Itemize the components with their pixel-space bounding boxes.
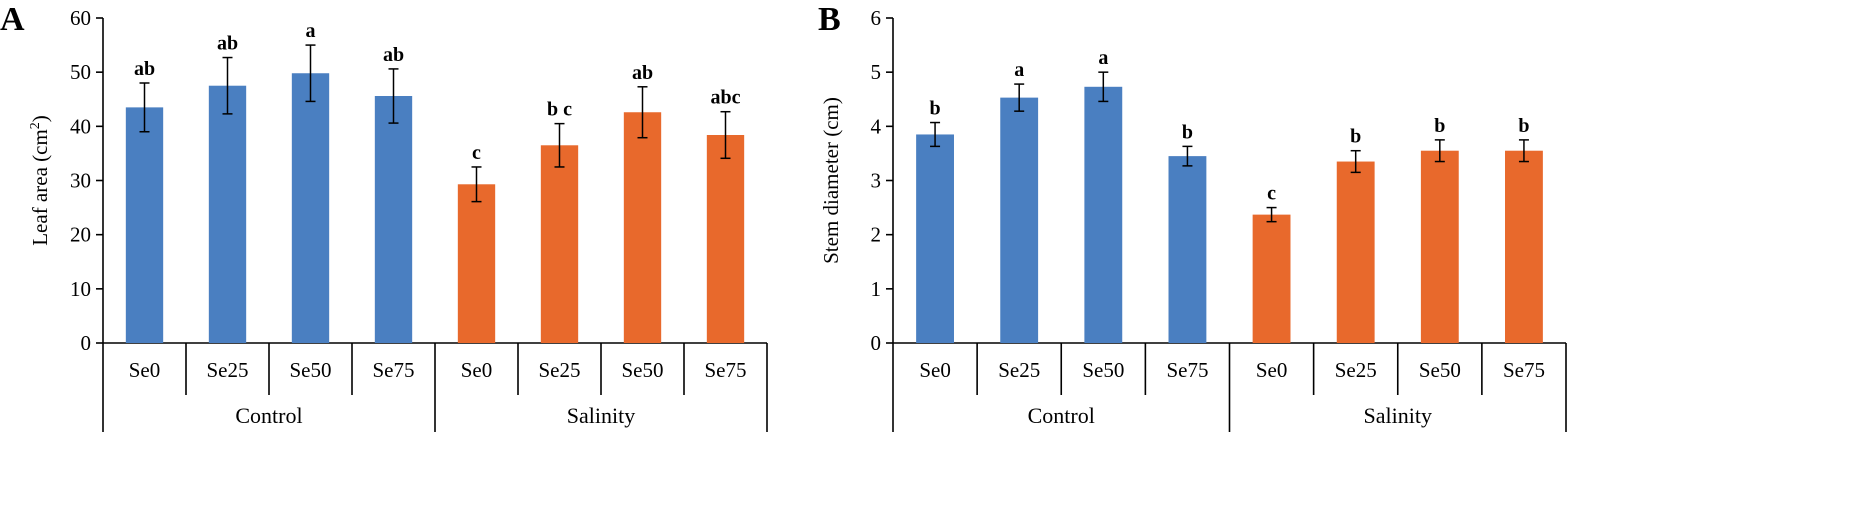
x-category-label: Se25	[539, 358, 581, 382]
x-category-label: Se50	[622, 358, 664, 382]
bar	[1084, 86, 1123, 344]
y-tick-label: 5	[871, 60, 882, 84]
y-tick-label: 4	[871, 114, 882, 138]
panel-label: B	[818, 1, 841, 38]
x-group-label: Salinity	[1364, 403, 1432, 428]
x-group-label: Control	[235, 403, 302, 428]
bar	[540, 145, 579, 343]
bar	[916, 134, 954, 343]
bar	[1000, 97, 1039, 343]
y-tick-label: 2	[871, 223, 882, 247]
significance-letter: abc	[711, 87, 741, 109]
x-category-label: Se0	[919, 358, 951, 382]
chart-panel-b: B Stem diameter (cm) 0 1 2 3 4 5 6 b Se0 a Se25 a Se50…	[818, 1, 1567, 432]
y-tick-label: 40	[70, 114, 91, 138]
significance-letter: ab	[383, 44, 404, 66]
y-axis-label-close: )	[28, 115, 52, 122]
significance-letter: ab	[217, 33, 238, 55]
x-category-label: Se75	[373, 358, 415, 382]
x-category-label: Se50	[1082, 358, 1124, 382]
y-tick-label: 0	[81, 331, 92, 355]
x-category-label: Se25	[1335, 358, 1377, 382]
y-tick-label: 1	[871, 277, 882, 301]
y-axis-label: Leaf area (cm2)	[28, 115, 52, 246]
y-tick-label: 20	[70, 223, 91, 247]
bar	[208, 85, 247, 343]
bar	[1505, 150, 1543, 343]
x-group-label: Control	[1028, 403, 1095, 428]
y-tick-label: 0	[871, 331, 882, 355]
x-category-label: Se75	[1166, 358, 1208, 382]
significance-letter: b c	[547, 99, 572, 121]
y-tick-label: 30	[70, 169, 91, 193]
bar	[374, 96, 413, 343]
chart-panel-a: A Leaf area (cm2) 0 10 20 30 40 50 60 ab Se0 ab Se25…	[0, 1, 768, 432]
y-axis-label: Stem diameter (cm)	[819, 97, 843, 264]
bar	[1420, 150, 1459, 343]
bar	[291, 73, 330, 343]
x-category-label: Se0	[461, 358, 493, 382]
y-axis-label-text: Leaf area (cm	[28, 129, 52, 246]
bar	[1336, 161, 1375, 343]
significance-letter: b	[930, 98, 941, 120]
x-category-label: Se50	[1419, 358, 1461, 382]
x-category-label: Se0	[129, 358, 161, 382]
y-tick-label: 3	[871, 169, 882, 193]
x-category-label: Se50	[290, 358, 332, 382]
x-group-label: Salinity	[567, 403, 635, 428]
significance-letter: b	[1350, 126, 1361, 148]
bar	[706, 135, 745, 343]
significance-letter: a	[1014, 59, 1024, 81]
bar	[1252, 214, 1291, 343]
bar	[1168, 156, 1207, 343]
y-tick-label: 10	[70, 277, 91, 301]
y-axis-label-superscript: 2	[28, 122, 43, 129]
x-category-label: Se25	[207, 358, 249, 382]
y-tick-label: 60	[70, 6, 91, 30]
x-category-label: Se0	[1256, 358, 1288, 382]
x-category-label: Se75	[1503, 358, 1545, 382]
significance-letter: a	[306, 20, 316, 42]
significance-letter: c	[472, 142, 481, 164]
significance-letter: ab	[134, 58, 155, 80]
y-tick-label: 6	[871, 6, 882, 30]
y-tick-label: 50	[70, 60, 91, 84]
significance-letter: b	[1182, 121, 1193, 143]
bar	[125, 107, 164, 343]
x-category-label: Se75	[705, 358, 747, 382]
bar	[457, 184, 496, 343]
bar	[623, 112, 662, 343]
significance-letter: b	[1434, 115, 1445, 137]
y-axis-label-text: Stem diameter (cm)	[819, 97, 843, 264]
significance-letter: c	[1267, 183, 1276, 205]
significance-letter: b	[1518, 115, 1529, 137]
significance-letter: a	[1098, 47, 1108, 69]
panel-label: A	[0, 1, 25, 38]
significance-letter: ab	[632, 62, 653, 84]
x-category-label: Se25	[998, 358, 1040, 382]
